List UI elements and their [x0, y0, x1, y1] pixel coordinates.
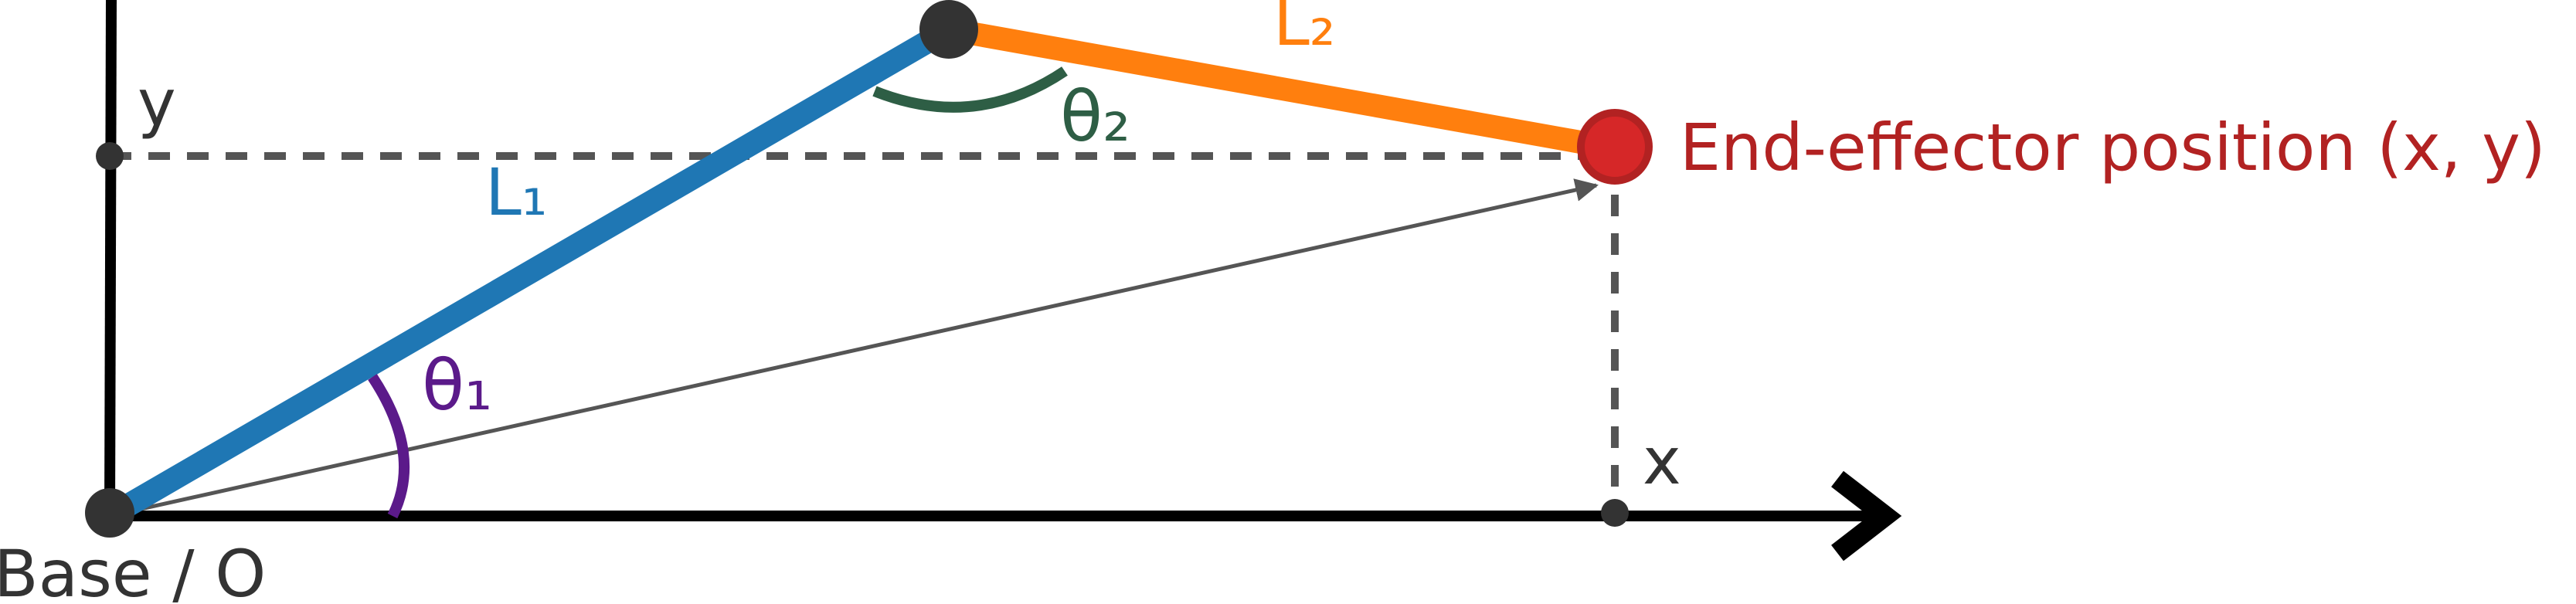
link-1 — [104, 19, 955, 526]
y-axis-tick-dot — [96, 142, 124, 170]
x-axis-tick-dot — [1601, 499, 1629, 527]
link2-label: L₂ — [1273, 0, 1335, 60]
position-vector-arrow — [109, 178, 1599, 518]
link-2 — [946, 18, 1617, 160]
theta2-label: θ₂ — [1060, 76, 1130, 158]
y-axis-line — [104, 0, 117, 517]
base-joint — [85, 488, 134, 538]
x-axis-arrowhead — [1831, 470, 1902, 562]
elbow-joint — [919, 0, 978, 59]
x-axis-label: x — [1643, 423, 1681, 499]
theta1-label: θ₁ — [422, 345, 492, 426]
y-axis-label: y — [138, 65, 176, 141]
end-effector-label: End-effector position (x, y) — [1680, 110, 2546, 185]
link1-label: L₁ — [485, 154, 547, 230]
theta2-arc — [872, 66, 1068, 113]
end-effector-point[interactable] — [1577, 109, 1653, 185]
base-label: Base / O — [0, 536, 266, 604]
theta1-arc — [368, 374, 410, 519]
